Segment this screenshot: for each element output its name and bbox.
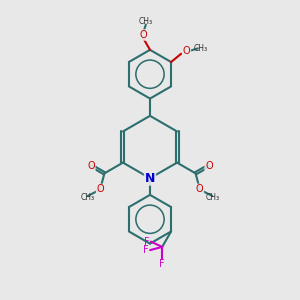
Text: N: N	[145, 172, 155, 185]
Text: CH₃: CH₃	[81, 193, 95, 202]
Text: O: O	[205, 160, 213, 171]
Text: F: F	[143, 245, 148, 255]
Text: F: F	[145, 237, 150, 247]
Text: F: F	[159, 259, 165, 269]
Text: O: O	[97, 184, 104, 194]
Text: CH₃: CH₃	[205, 193, 219, 202]
Text: O: O	[140, 30, 147, 40]
Text: O: O	[196, 184, 203, 194]
Text: O: O	[87, 160, 95, 171]
Text: CH₃: CH₃	[194, 44, 208, 53]
Text: O: O	[183, 46, 190, 56]
Text: CH₃: CH₃	[139, 17, 153, 26]
